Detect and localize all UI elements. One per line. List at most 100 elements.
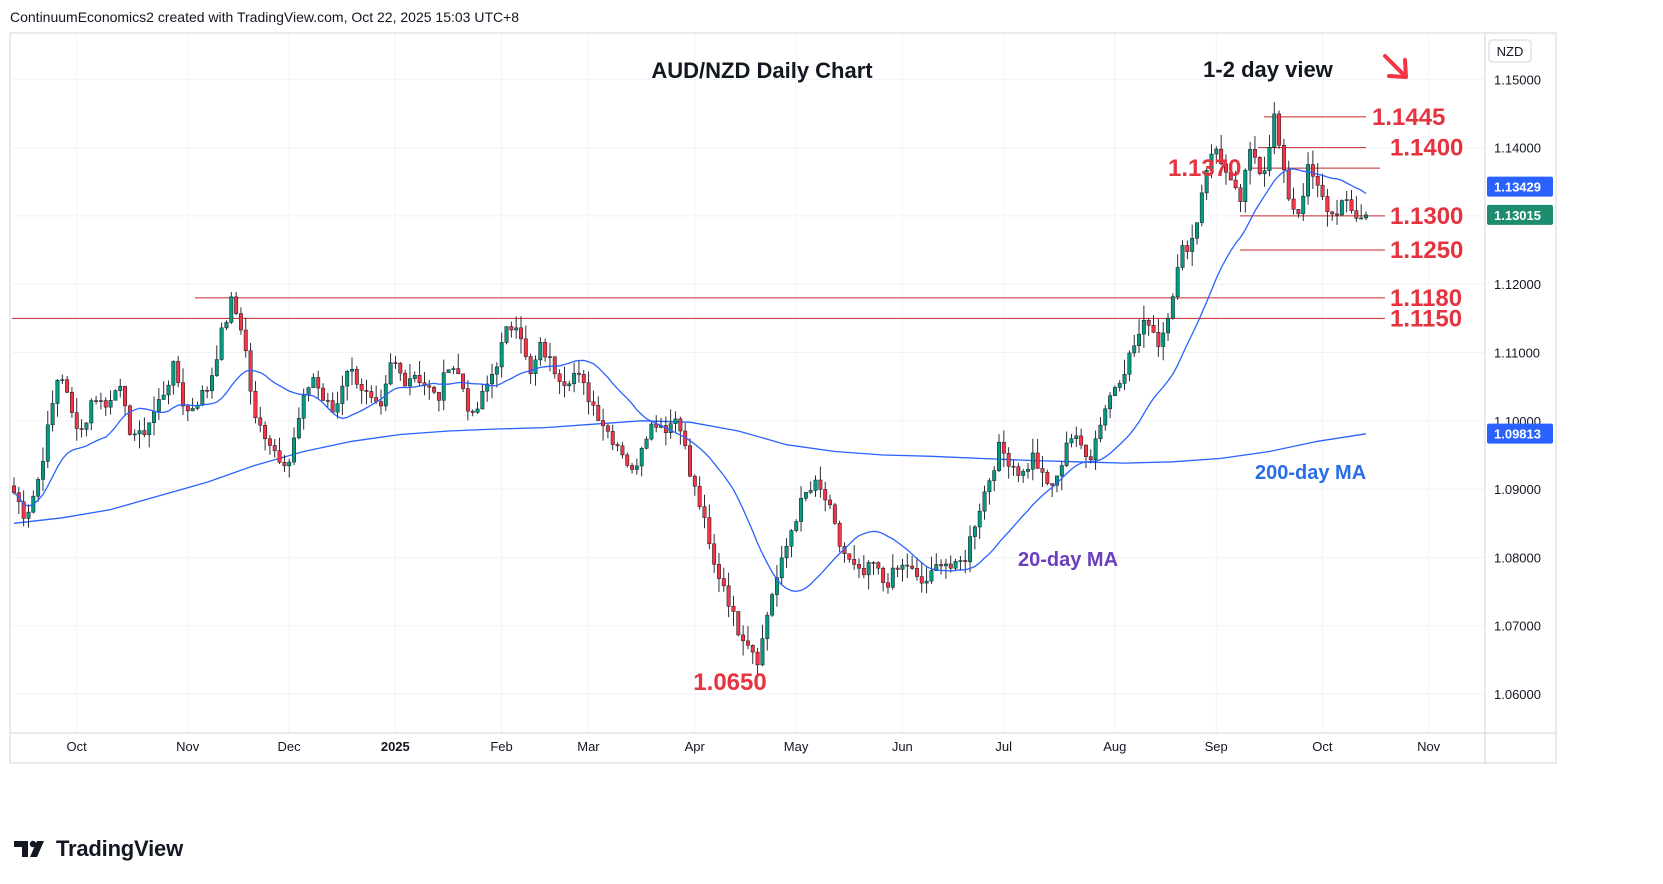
candle-body [630,465,635,470]
candle-body [335,403,340,413]
candle-body [900,564,905,570]
candle-body [84,422,89,430]
candle-body [1103,408,1108,426]
candle-body [451,368,456,370]
candle-body [1112,387,1117,396]
candle-body [702,506,707,518]
down-right-arrow-icon [1383,54,1408,79]
candle-body [263,424,268,440]
candle-body [543,342,548,358]
candle-body [774,577,779,595]
candle-body [818,479,823,490]
candle-body [1006,453,1011,467]
candle-body [272,445,277,451]
candle-body [470,410,475,413]
candle-body [760,638,765,666]
candle-body [12,485,16,493]
candle-body [620,445,625,456]
level-label: 1.1370 [1168,155,1241,182]
time-tick-label: Aug [1103,739,1126,754]
candle-body [803,492,808,499]
candle-body [98,400,103,402]
candle-body [750,644,755,653]
candle-body [948,563,953,569]
candle-body [601,420,606,427]
candle-body [1214,148,1219,155]
candle-body [1306,164,1311,197]
candle-body [441,372,446,401]
candle-body [1151,325,1156,333]
candle-body [519,327,523,340]
candle-body [784,545,789,559]
candle-body [1257,157,1262,174]
candle-body [596,405,601,421]
candle-body [292,437,297,463]
price-tick-label: 1.14000 [1494,141,1541,156]
candle-body [697,485,702,507]
candle-body [296,418,301,439]
candle-body [45,424,50,462]
candle-body [1175,267,1180,297]
candle-body [258,417,263,426]
candle-body [446,369,451,373]
candle-body [176,361,181,383]
candle-body [1320,184,1325,197]
price-tick-label: 1.12000 [1494,277,1541,292]
level-label: 1.1445 [1372,104,1445,131]
candle-body [1117,383,1122,388]
candle-body [65,379,70,393]
candle-body [1224,163,1228,173]
candle-body [1045,472,1050,484]
candle-body [712,543,717,565]
candle-body [1286,169,1291,200]
candle-body [586,382,591,403]
candle-body [113,390,118,401]
candle-body [813,479,818,491]
candle-body [552,356,557,375]
candle-body [1190,237,1195,252]
candle-body [330,400,335,413]
ma-20-price-tag-bg [1487,176,1553,197]
candle-body [1170,296,1175,319]
candle-body [465,388,470,412]
candle-body [504,326,509,343]
candle-body [649,423,654,440]
tradingview-logo-icon [14,840,44,857]
candle-body [417,375,422,383]
candle-body [1335,213,1339,216]
tradingview-logo[interactable]: TradingView [14,836,183,862]
candle-body [1228,172,1233,181]
candle-body [301,395,306,419]
candle-body [1132,345,1137,354]
candle-body [350,369,354,372]
candle-body [514,327,519,331]
candle-body [1243,169,1248,202]
candle-body [1083,444,1088,457]
candle-body [147,422,152,436]
candle-body [1026,468,1030,472]
candle-body [60,379,65,381]
chart-header: ContinuumEconomics2 created with Trading… [10,9,520,25]
chart-title: AUD/NZD Daily Chart [651,58,873,83]
candle-body [1079,435,1084,446]
candle-body [972,526,977,537]
candle-body [340,385,345,404]
candle-body [799,498,804,522]
candle-body [55,379,60,404]
candle-body [736,611,741,636]
candle-body [321,387,325,401]
candle-body [673,418,678,424]
candle-body [432,386,437,393]
candle-body [1252,149,1257,158]
candle-body [794,521,799,531]
candle-body [528,356,533,374]
candle-body [166,384,171,396]
low-label: 1.0650 [693,669,766,696]
candle-body [485,383,490,392]
candle-body [929,570,934,582]
candle-body [490,373,494,385]
candle-body [79,428,84,430]
candle-body [1137,333,1142,346]
candle-body [808,490,813,493]
